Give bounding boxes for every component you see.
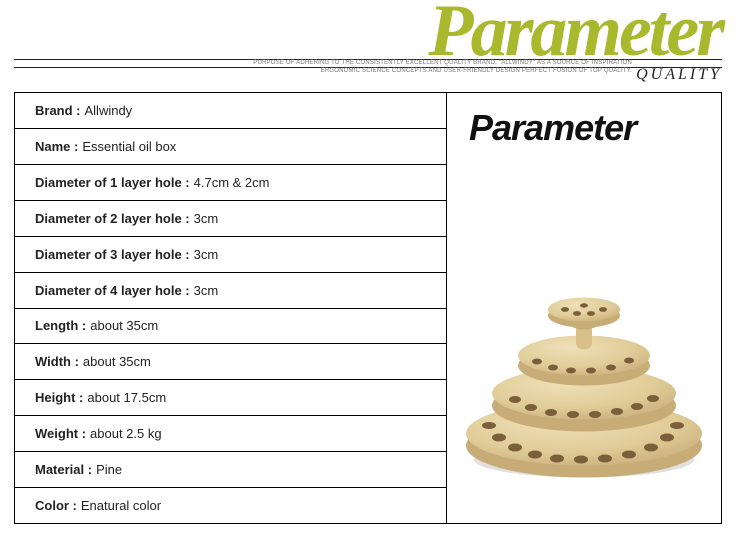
spec-table: Brand : Allwindy Name : Essential oil box Di…: [14, 92, 446, 524]
spec-value: about 35cm: [90, 318, 158, 333]
spec-row: Diameter of 1 layer hole : 4.7cm & 2cm: [15, 165, 446, 201]
spec-label: Height :: [35, 390, 83, 405]
spec-value: Enatural color: [81, 498, 161, 513]
spec-row: Diameter of 4 layer hole : 3cm: [15, 273, 446, 309]
spec-row: Diameter of 3 layer hole : 3cm: [15, 237, 446, 273]
spec-label: Material :: [35, 462, 92, 477]
spec-row: Width : about 35cm: [15, 344, 446, 380]
spec-row: Height : about 17.5cm: [15, 380, 446, 416]
spec-value: about 35cm: [83, 354, 151, 369]
caption-line: ERGONOMIC SCIENCE CONCEPTS AND USER-FRIE…: [253, 68, 632, 76]
spec-label: Name :: [35, 139, 78, 154]
spec-value: 4.7cm & 2cm: [194, 175, 270, 190]
spec-row: Name : Essential oil box: [15, 129, 446, 165]
spec-label: Weight :: [35, 426, 86, 441]
spec-value: Allwindy: [85, 103, 133, 118]
quality-label: QUALITY: [636, 66, 722, 84]
spec-row: Material : Pine: [15, 452, 446, 488]
spec-label: Length :: [35, 318, 86, 333]
spec-value: Essential oil box: [82, 139, 176, 154]
spec-label: Diameter of 3 layer hole :: [35, 247, 190, 262]
spec-value: 3cm: [194, 283, 219, 298]
header-section: Parameter PURPOSE OF ADHERING TO THE CON…: [0, 0, 750, 82]
spec-label: Width :: [35, 354, 79, 369]
spec-label: Color :: [35, 498, 77, 513]
spec-row: Brand : Allwindy: [15, 93, 446, 129]
spec-label: Diameter of 1 layer hole :: [35, 175, 190, 190]
page-title: Parameter: [428, 0, 722, 68]
content-area: Brand : Allwindy Name : Essential oil box Di…: [14, 92, 722, 524]
product-panel: Parameter: [446, 92, 722, 524]
product-image: [459, 227, 709, 492]
caption-line: PURPOSE OF ADHERING TO THE CONSISTENTLY …: [253, 60, 632, 68]
panel-title: Parameter: [469, 107, 636, 149]
spec-label: Brand :: [35, 103, 81, 118]
spec-row: Diameter of 2 layer hole : 3cm: [15, 201, 446, 237]
header-caption: PURPOSE OF ADHERING TO THE CONSISTENTLY …: [253, 60, 632, 76]
spec-value: 3cm: [194, 247, 219, 262]
spec-row: Length : about 35cm: [15, 309, 446, 345]
spec-value: about 17.5cm: [87, 390, 166, 405]
spec-row: Color : Enatural color: [15, 488, 446, 523]
spec-row: Weight : about 2.5 kg: [15, 416, 446, 452]
spec-value: about 2.5 kg: [90, 426, 162, 441]
spec-label: Diameter of 2 layer hole :: [35, 211, 190, 226]
spec-value: 3cm: [194, 211, 219, 226]
spec-value: Pine: [96, 462, 122, 477]
spec-label: Diameter of 4 layer hole :: [35, 283, 190, 298]
